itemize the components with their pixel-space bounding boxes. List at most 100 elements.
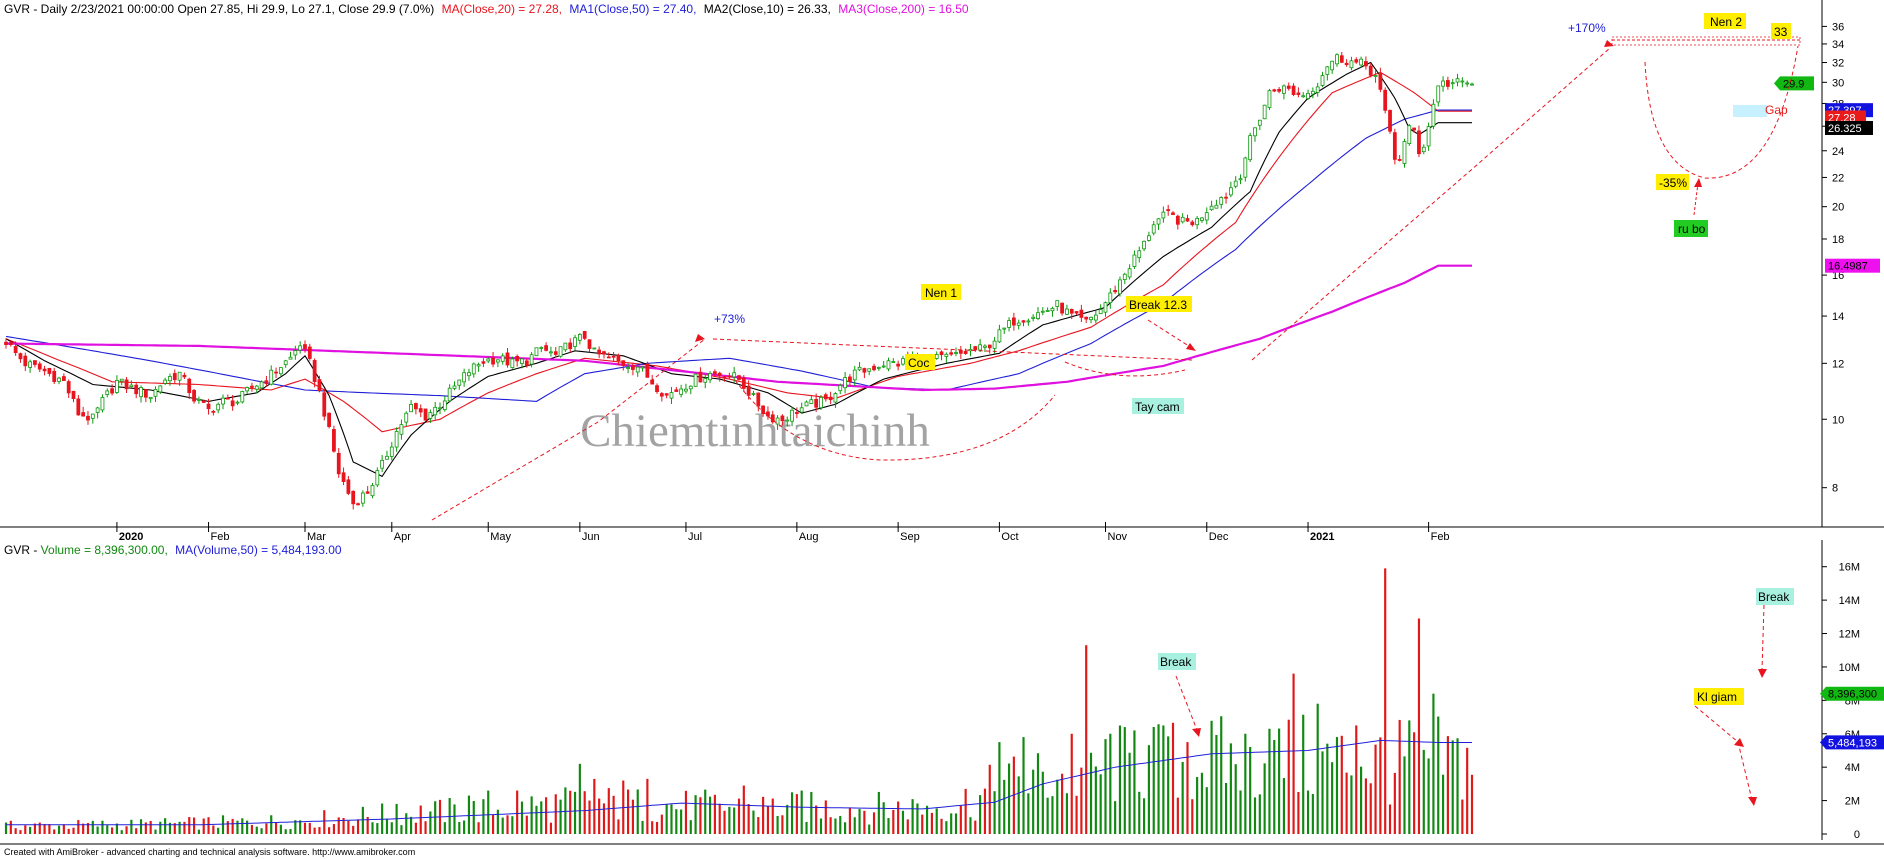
candle-body [775,417,780,425]
candle-body [341,472,346,482]
candle-body [1272,89,1277,92]
header-ma10: MA2(Close,10) = 26.33, [704,2,831,16]
ma-line-ma2-close-10- [5,61,1472,478]
uptrend-guide-2 [1251,47,1611,361]
volume-bar [429,811,432,834]
volume-bar [1142,798,1146,834]
volume-y-tick-label: 14M [1839,595,1860,607]
candle-body [1388,110,1392,132]
candle-body [1040,310,1045,313]
candle-body [1383,89,1388,111]
candle-body [442,400,447,411]
candle-body [404,412,409,423]
candle-body [539,347,544,349]
price-panel: 810121416182022242628303234362020FebMarA… [0,0,1884,543]
price-y-tick-label: 16 [1832,270,1844,282]
volume-bar [414,822,417,834]
volume-bar [631,799,634,834]
volume-bar [670,804,673,834]
candle-body [1050,307,1055,312]
candle-body [100,397,105,411]
volume-bar [723,810,726,834]
nen2-label: Nen 2 [1710,15,1742,29]
volume-bar [1258,794,1261,834]
break-arrow-line [1147,319,1193,349]
x-axis-label: Mar [307,531,326,543]
x-axis-label: Aug [799,531,819,543]
volume-bar [250,824,254,834]
volume-bar [1311,794,1314,834]
candle-body [626,367,630,369]
price-value-tag: 16.4987 [1825,258,1880,273]
volume-bar [1355,725,1358,834]
candle-body [799,407,804,413]
volume-bar [882,802,885,834]
volume-bar [1061,773,1064,834]
volume-bar [1398,719,1401,834]
volume-bar [337,817,340,834]
vol-header-prefix: GVR - [4,543,41,557]
candle-body [944,353,949,357]
volume-bar [559,799,562,834]
volume-bar [72,827,75,834]
candle-body [520,358,524,364]
rubo-arrow-line [1693,182,1699,216]
candle-body [1354,59,1359,63]
candle-body [790,409,794,422]
candle-body [1151,224,1156,234]
candle-body [86,415,90,421]
volume-bar [1224,782,1228,834]
candle-body [761,405,766,414]
volume-bar [303,822,307,834]
volume-bar [183,821,186,834]
volume-bar [1408,720,1411,834]
volume-bar [405,813,408,834]
candle-body [211,410,216,413]
volume-bar [598,798,601,834]
candle-body [1402,141,1407,164]
volume-bar [289,829,292,834]
volume-bar [1094,766,1097,834]
volume-bar [1036,753,1040,834]
candle-body [143,389,148,398]
vol-header-ma: MA(Volume,50) = 5,484,193.00 [175,543,342,557]
ma-line-ma-close-20- [5,71,1472,433]
candle-body [1031,316,1036,319]
volume-bar [916,803,919,834]
candle-body [206,403,211,410]
candle-body [1224,196,1228,199]
candle-body [1450,82,1455,85]
volume-bar [19,830,22,834]
volume-bar [776,815,779,834]
candle-body [737,375,741,380]
candle-body [1277,89,1281,92]
volume-bar [1176,797,1179,834]
volume-bar [1133,730,1136,834]
resistance-guide-1 [712,338,1193,361]
volume-bar [940,818,943,834]
candle-body [33,360,37,365]
candle-body [505,352,510,366]
taycam-badge [1132,398,1184,414]
candle-body [327,412,331,427]
candle-body [973,346,978,351]
candle-body [515,355,520,362]
candle-body [18,353,23,360]
volume-bar [993,791,996,834]
candle-body [1185,218,1190,222]
volume-bar [226,821,229,834]
candle-body [346,479,351,494]
x-axis-label: May [490,531,511,543]
volume-bar [1196,777,1199,834]
volume-bar [607,788,610,834]
volume-bar [1128,752,1131,834]
volume-bar [834,818,837,834]
drop-35-badge [1656,174,1689,190]
volume-tag-text: 8,396,300 [1828,689,1877,701]
candle-body [182,374,187,378]
volume-bar [762,796,765,834]
klgiam-arrow-line [1694,705,1739,743]
uptrend-guide-1 [431,338,706,521]
candle-body [28,361,33,368]
candle-body [471,363,476,375]
